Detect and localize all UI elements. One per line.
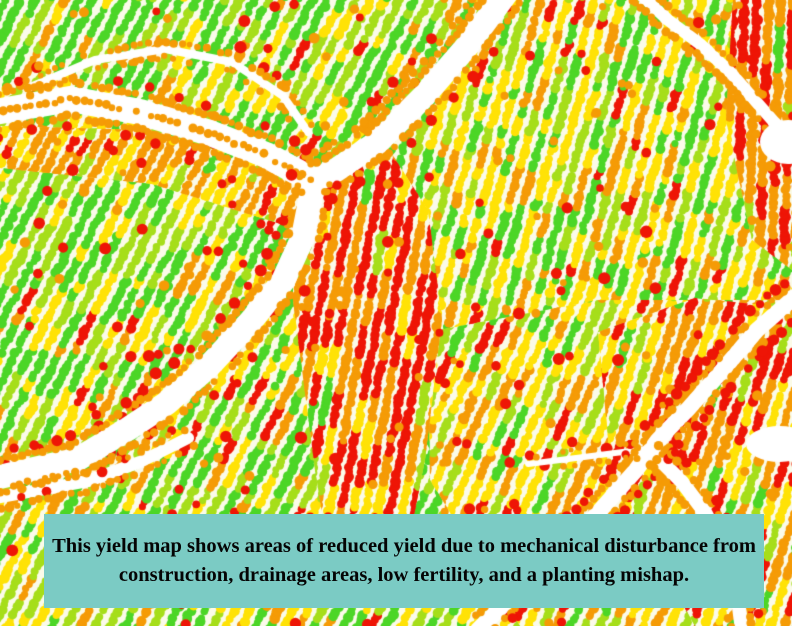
caption-line-1: This yield map shows areas of reduced yi… xyxy=(52,535,756,557)
caption-line-2: construction, drainage areas, low fertil… xyxy=(118,564,690,586)
caption-box: This yield map shows areas of reduced yi… xyxy=(44,514,764,608)
